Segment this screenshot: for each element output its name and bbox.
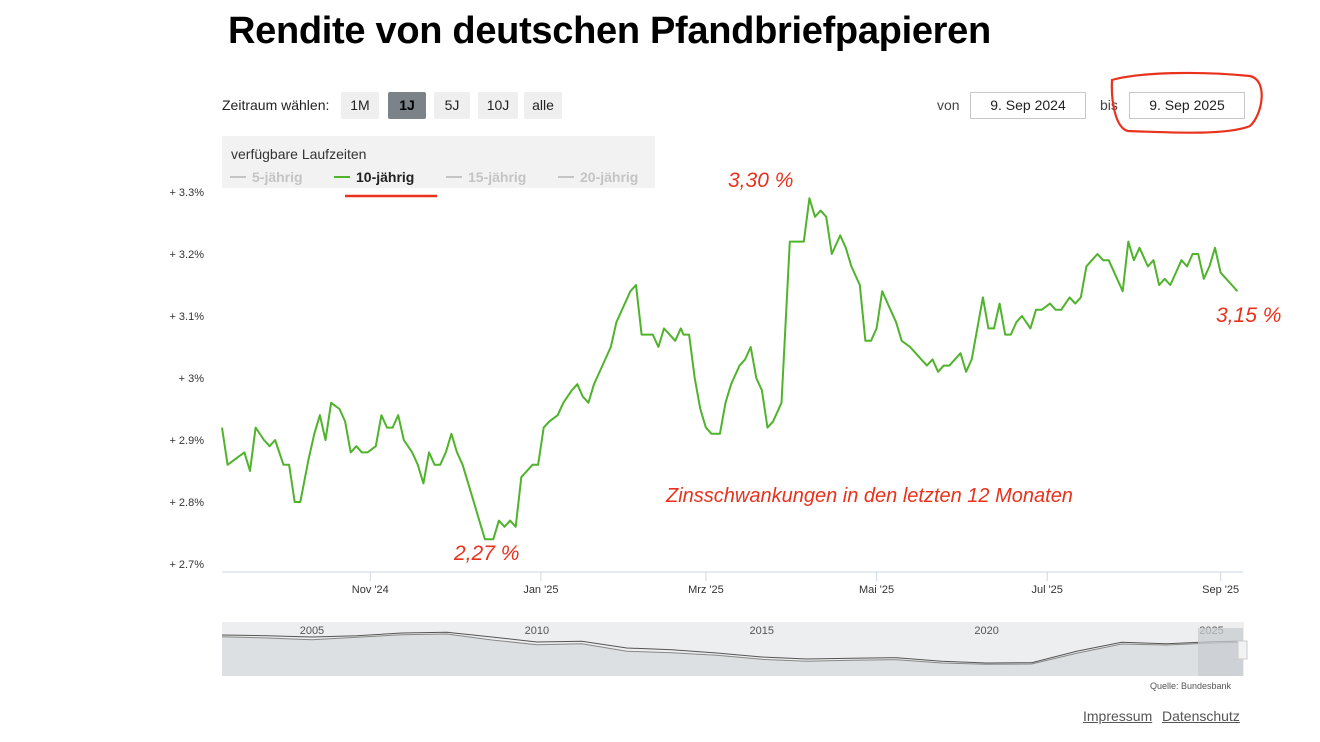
annotation-max: 3,30 % [728, 169, 793, 192]
navigator-line-b [221, 633, 1244, 665]
legend-item-10-jaehrig[interactable]: 10-jährig [334, 169, 414, 185]
date-from-input[interactable]: 9. Sep 2024 [970, 92, 1086, 119]
annotation-note: Zinsschwankungen in den letzten 12 Monat… [665, 485, 1073, 507]
navigator-year-label: 2020 [974, 625, 998, 637]
y-tick-label: + 3% [179, 373, 205, 385]
legend-swatch [230, 175, 246, 178]
legend-title: verfügbare Laufzeiten [231, 146, 367, 162]
x-tick-label: Jul '25 [1031, 584, 1062, 596]
legend-item-20-jaehrig[interactable]: 20-jährig [558, 169, 638, 185]
range-button-5j[interactable]: 5J [434, 92, 470, 119]
navigator-area [222, 634, 1243, 676]
y-tick-label: + 3.2% [169, 249, 204, 261]
navigator-line-a [221, 631, 1244, 664]
y-axis: + 2.7% + 2.8% + 2.9% + 3% + 3.1% + 3.2% + 3.3% [169, 187, 204, 571]
y-tick-label: + 2.7% [169, 559, 204, 571]
y-tick-label: + 3.3% [169, 187, 204, 199]
range-button-1m[interactable]: 1M [341, 92, 379, 119]
page-title: Rendite von deutschen Pfandbriefpapieren [228, 10, 991, 52]
series-line-10-jaehrig [221, 197, 1239, 541]
range-selector-label: Zeitraum wählen: [222, 97, 330, 113]
source-credit: Quelle: Bundesbank [1150, 681, 1232, 691]
legend-label: 20-jährig [580, 169, 639, 185]
y-tick-label: + 3.1% [169, 311, 204, 323]
navigator-year-label: 2015 [749, 625, 773, 637]
range-button-10j[interactable]: 10J [478, 92, 518, 119]
y-tick-label: + 2.9% [169, 435, 204, 447]
x-tick-label: Jan '25 [523, 584, 558, 596]
legend-item-15-jaehrig[interactable]: 15-jährig [446, 169, 526, 185]
navigator-year-label: 2010 [525, 625, 549, 637]
datenschutz-link[interactable]: Datenschutz [1162, 708, 1240, 724]
navigator-handle[interactable] [1237, 640, 1248, 660]
x-tick-label: Nov '24 [352, 584, 389, 596]
x-tick-label: Mrz '25 [688, 584, 724, 596]
range-button-alle[interactable]: alle [524, 92, 562, 119]
navigator-year-labels: 20052010201520202025 [300, 625, 1224, 637]
navigator-year-label: 2005 [300, 625, 324, 637]
date-from-label: von [937, 97, 960, 113]
legend: verfügbare Laufzeiten 5-jährig 10-jährig… [222, 136, 655, 188]
legend-swatch [446, 175, 462, 178]
legend-label: 5-jährig [252, 169, 303, 185]
y-tick-label: + 2.8% [169, 497, 204, 509]
date-to-highlight-circle [1110, 71, 1263, 134]
x-tick-label: Mai '25 [859, 584, 894, 596]
annotation-last: 3,15 % [1216, 304, 1281, 327]
legend-label: 15-jährig [468, 169, 527, 185]
legend-item-5-jaehrig[interactable]: 5-jährig [230, 169, 303, 185]
impressum-link[interactable]: Impressum [1083, 708, 1153, 724]
range-button-1j[interactable]: 1J [388, 92, 426, 119]
legend-swatch [334, 175, 350, 178]
annotation-min: 2,27 % [453, 542, 519, 565]
legend-label: 10-jährig [356, 169, 415, 185]
x-axis: Nov '24 Jan '25 Mrz '25 Mai '25 Jul '25 Sep '… [352, 572, 1239, 596]
x-tick-label: Sep '25 [1202, 584, 1239, 596]
navigator-selection[interactable] [1198, 628, 1243, 676]
legend-swatch [558, 175, 574, 178]
date-to-input[interactable]: 9. Sep 2025 [1129, 92, 1245, 119]
